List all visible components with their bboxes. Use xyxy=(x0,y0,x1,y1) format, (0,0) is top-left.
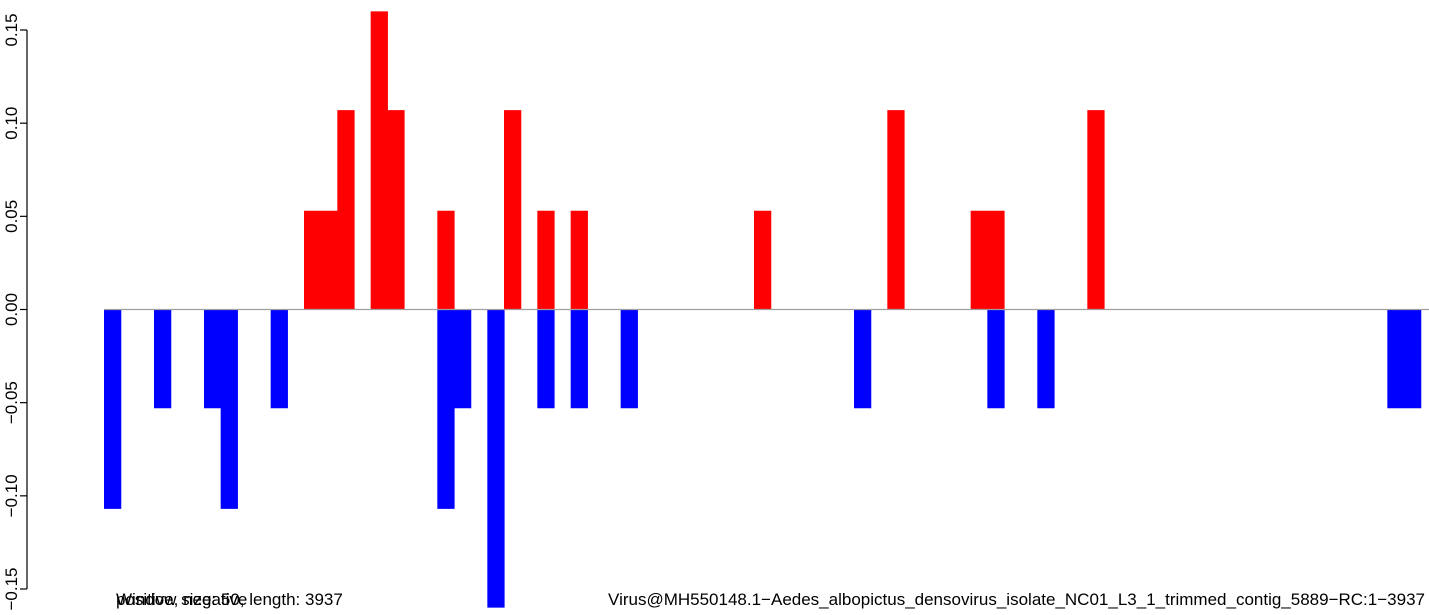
y-tick-label: 0.10 xyxy=(2,107,21,140)
positive-bar xyxy=(437,210,455,310)
negative-bar xyxy=(1387,309,1405,409)
negative-bar xyxy=(987,309,1005,409)
positive-bar xyxy=(754,210,772,310)
negative-bar xyxy=(620,309,638,409)
negative-bar xyxy=(1404,309,1422,409)
positive-bar xyxy=(570,210,588,310)
negative-bar xyxy=(437,309,455,509)
negative-bar xyxy=(487,309,505,608)
positive-bar xyxy=(337,110,355,310)
negative-bar xyxy=(270,309,288,409)
plot-captions: positive, negative Window size: 50, leng… xyxy=(116,590,1425,609)
positive-bar xyxy=(970,210,988,310)
y-tick-label: 0.00 xyxy=(2,293,21,326)
positive-bars xyxy=(304,11,1105,310)
positive-bar xyxy=(387,110,405,310)
negative-bar xyxy=(854,309,872,409)
y-axis: −0.15 −0.10 −0.05 0.00 0.05 0.10 0.15 xyxy=(2,13,28,611)
positive-bar xyxy=(304,210,322,310)
y-tick-label: 0.15 xyxy=(2,13,21,46)
positive-bar xyxy=(320,210,338,310)
y-tick-label: −0.15 xyxy=(2,567,21,610)
positive-bar xyxy=(987,210,1005,310)
positive-bar xyxy=(370,11,388,310)
y-tick-label: −0.05 xyxy=(2,381,21,424)
positive-bar xyxy=(504,110,522,310)
negative-bar xyxy=(104,309,122,509)
negative-bar xyxy=(1037,309,1055,409)
caption-sequence-name: Virus@MH550148.1−Aedes_albopictus_densov… xyxy=(608,590,1425,609)
negative-bars xyxy=(104,309,1422,608)
caption-legend: positive, negative xyxy=(116,590,247,609)
negative-bar xyxy=(154,309,172,409)
negative-bar xyxy=(454,309,472,409)
positive-bar xyxy=(537,210,555,310)
positive-bar xyxy=(1087,110,1105,310)
y-tick-label: 0.05 xyxy=(2,200,21,233)
positive-bar xyxy=(887,110,905,310)
negative-bar xyxy=(570,309,588,409)
negative-bar xyxy=(537,309,555,409)
negative-bar xyxy=(204,309,222,409)
y-ticks: −0.15 −0.10 −0.05 0.00 0.05 0.10 0.15 xyxy=(2,13,27,611)
y-tick-label: −0.10 xyxy=(2,474,21,517)
caption-window-size: Window size: 50, length: 3937 xyxy=(116,590,343,609)
negative-bar xyxy=(220,309,238,509)
